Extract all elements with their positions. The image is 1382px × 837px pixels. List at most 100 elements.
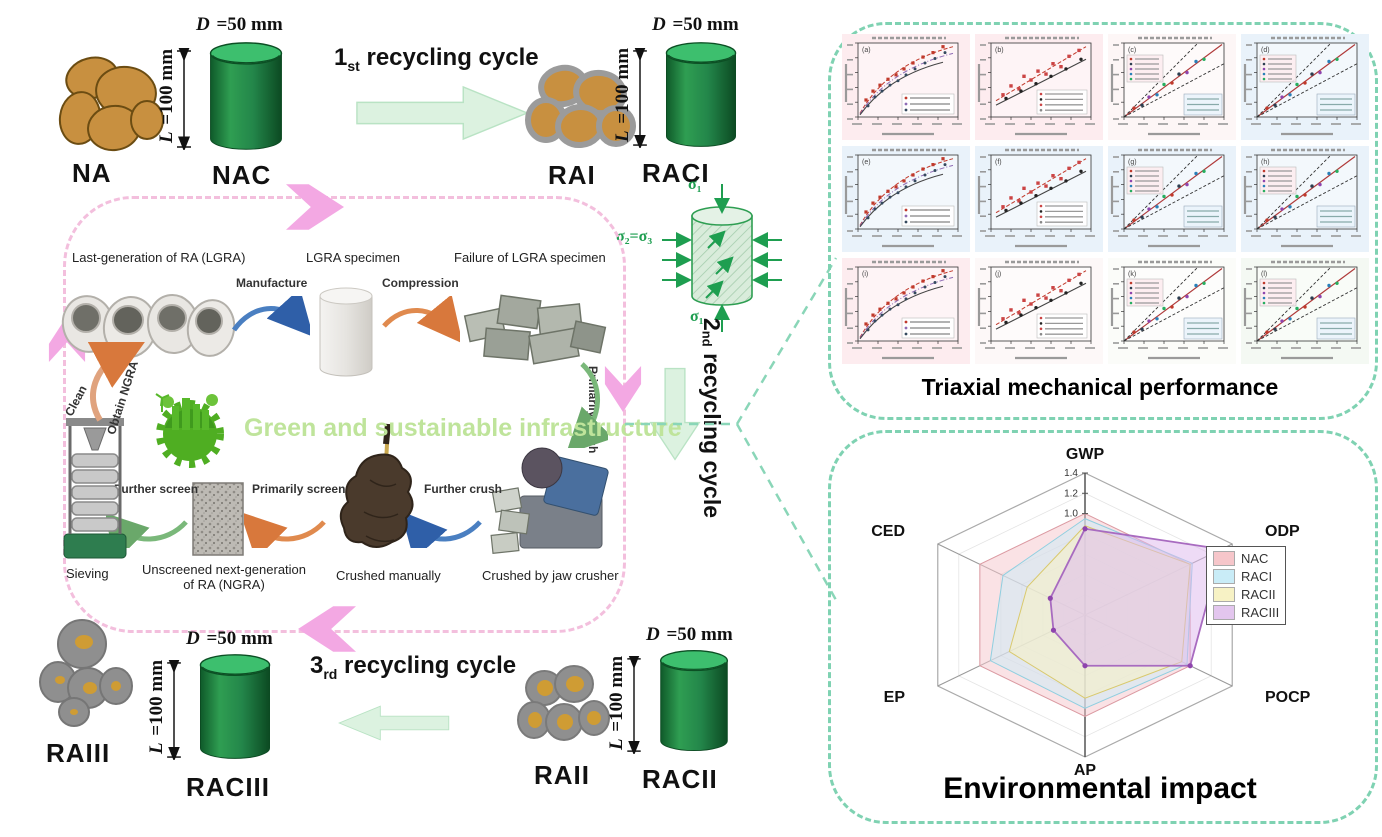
third-recycling-cycle-label: 3rd recycling cycle	[310, 652, 517, 682]
radar-legend-item-RACI: RACI	[1213, 569, 1279, 584]
rai-label: RAI	[548, 160, 596, 190]
legend-label: NAC	[1241, 551, 1269, 566]
triaxial-subplot-j: (j)	[975, 258, 1103, 364]
svg-text:(c): (c)	[1128, 47, 1136, 54]
raci-length-dimension-arrow	[633, 48, 647, 148]
racii-label: RACII	[642, 764, 718, 794]
further-screen-label: Further screen	[114, 482, 199, 496]
environmental-panel-title: Environmental impact	[943, 772, 1257, 805]
svg-text:(k): (k)	[1128, 271, 1136, 278]
legend-swatch	[1213, 569, 1235, 584]
triaxial-subplot-k: (k)	[1108, 258, 1236, 364]
slogan-text: Green and sustainable infrastructure	[244, 414, 682, 442]
recycling-process-box	[63, 196, 626, 633]
sieving-machine-image	[63, 418, 127, 559]
raciii-diameter-label: D =50 mm	[186, 628, 273, 649]
radar-axis-label-ODP: ODP	[1265, 523, 1300, 540]
raciii-cylinder-image	[199, 654, 271, 759]
legend-label: RACII	[1241, 587, 1276, 602]
sieving-label: Sieving	[66, 566, 109, 581]
manufacture-arrow	[231, 296, 310, 337]
racii-diameter-label: D =50 mm	[646, 624, 733, 645]
raiii-label: RAIII	[46, 738, 111, 768]
radar-axis-label-CED: CED	[871, 523, 905, 540]
lgra-label: Last-generation of RA (LGRA)	[72, 250, 246, 265]
legend-swatch	[1213, 605, 1235, 620]
raciii-length-dimension-arrow	[167, 660, 181, 760]
legend-label: RACI	[1241, 569, 1273, 584]
compression-label: Compression	[382, 276, 459, 290]
raci-cylinder-image	[665, 42, 737, 147]
raci-diameter-label: D =50 mm	[652, 14, 739, 35]
lgra-specimen-image	[319, 287, 373, 377]
radar-axis-label-AP: AP	[1074, 762, 1097, 779]
triaxial-subplot-i: (i)	[842, 258, 970, 364]
radar-series-RACIII	[1049, 527, 1223, 667]
sigma2-sigma3-label: σ₂=σ₃	[616, 228, 653, 245]
triaxial-subplot-f: (f)	[975, 146, 1103, 252]
radar-legend-item-RACIII: RACIII	[1213, 605, 1279, 620]
cycle-arrow-top	[286, 184, 344, 230]
triaxial-subplot-c: (c)	[1108, 34, 1236, 140]
legend-swatch	[1213, 551, 1235, 566]
first-recycling-cycle-label: 1st recycling cycle	[334, 44, 539, 74]
raci-length-label: L =100 mm	[612, 47, 633, 143]
radar-legend: NAC RACI RACII RACIII	[1206, 546, 1287, 625]
failure-rubble-image	[463, 294, 607, 365]
crushed-manually-label: Crushed manually	[336, 568, 441, 583]
nac-diameter-label: D =50 mm	[196, 14, 283, 35]
further-screen-arrow	[106, 511, 188, 548]
primarily-crush-arrow	[565, 362, 608, 448]
legend-label: RACIII	[1241, 605, 1280, 620]
ngra-sample-image	[192, 482, 244, 556]
third-cycle-arrow	[338, 705, 450, 741]
lgra-specimen-label: LGRA specimen	[306, 250, 400, 265]
triaxial-subplot-g: (g)	[1108, 146, 1236, 252]
compression-arrow	[382, 296, 460, 344]
raii-aggregate-image	[517, 665, 610, 741]
nac-cylinder-image	[209, 42, 283, 150]
racii-cylinder-image	[660, 650, 728, 752]
nac-label: NAC	[212, 160, 272, 190]
green-infrastructure-logo	[155, 393, 224, 468]
radar-axis-label-GWP: GWP	[1066, 446, 1105, 463]
legend-swatch	[1213, 587, 1235, 602]
svg-text:(f): (f)	[995, 159, 1002, 166]
environmental-panel-box	[828, 430, 1378, 824]
failure-label: Failure of LGRA specimen	[454, 250, 606, 265]
nac-length-dimension-arrow	[177, 48, 191, 150]
cycle-arrow-bottom	[298, 606, 356, 652]
crushed-manually-image	[339, 423, 414, 548]
radar-axis-label-POCP: POCP	[1265, 689, 1311, 706]
racii-length-dimension-arrow	[627, 656, 641, 754]
svg-text:(l): (l)	[1261, 271, 1267, 278]
nac-length-label: L =100 mm	[156, 48, 177, 144]
triaxial-panel-title: Triaxial mechanical performance	[921, 374, 1279, 400]
primarily-screen-label: Primarily screen	[252, 482, 346, 496]
triaxial-subplot-d: (d)	[1241, 34, 1369, 140]
triaxial-specimen-diagram	[662, 184, 782, 332]
further-crush-arrow	[404, 511, 482, 548]
triaxial-subplot-b: (b)	[975, 34, 1103, 140]
svg-text:(e): (e)	[862, 159, 871, 166]
lgra-bags-image	[61, 294, 235, 358]
first-cycle-arrow	[356, 85, 529, 141]
radar-axis-label-EP: EP	[884, 689, 906, 706]
second-recycling-cycle-label: 2nd recycling cycle	[699, 318, 725, 519]
svg-text:(j): (j)	[995, 271, 1001, 278]
svg-text:(h): (h)	[1261, 159, 1270, 166]
triaxial-subplot-h: (h)	[1241, 146, 1369, 252]
triaxial-subplot-e: (e)	[842, 146, 970, 252]
na-aggregate-image	[58, 56, 164, 152]
svg-text:1.0: 1.0	[1064, 509, 1078, 520]
radar-legend-item-RACII: RACII	[1213, 587, 1279, 602]
sigma1-top-label: σ₁	[688, 176, 702, 193]
ngra-label: Unscreened next-generation of RA (NGRA)	[141, 562, 307, 592]
raii-label: RAII	[534, 760, 590, 790]
triaxial-panel-box	[828, 22, 1378, 420]
raciii-length-label: L =100 mm	[146, 659, 167, 755]
svg-text:(a): (a)	[862, 47, 871, 54]
racii-length-label: L =100 mm	[606, 655, 627, 751]
svg-text:(i): (i)	[862, 271, 868, 278]
